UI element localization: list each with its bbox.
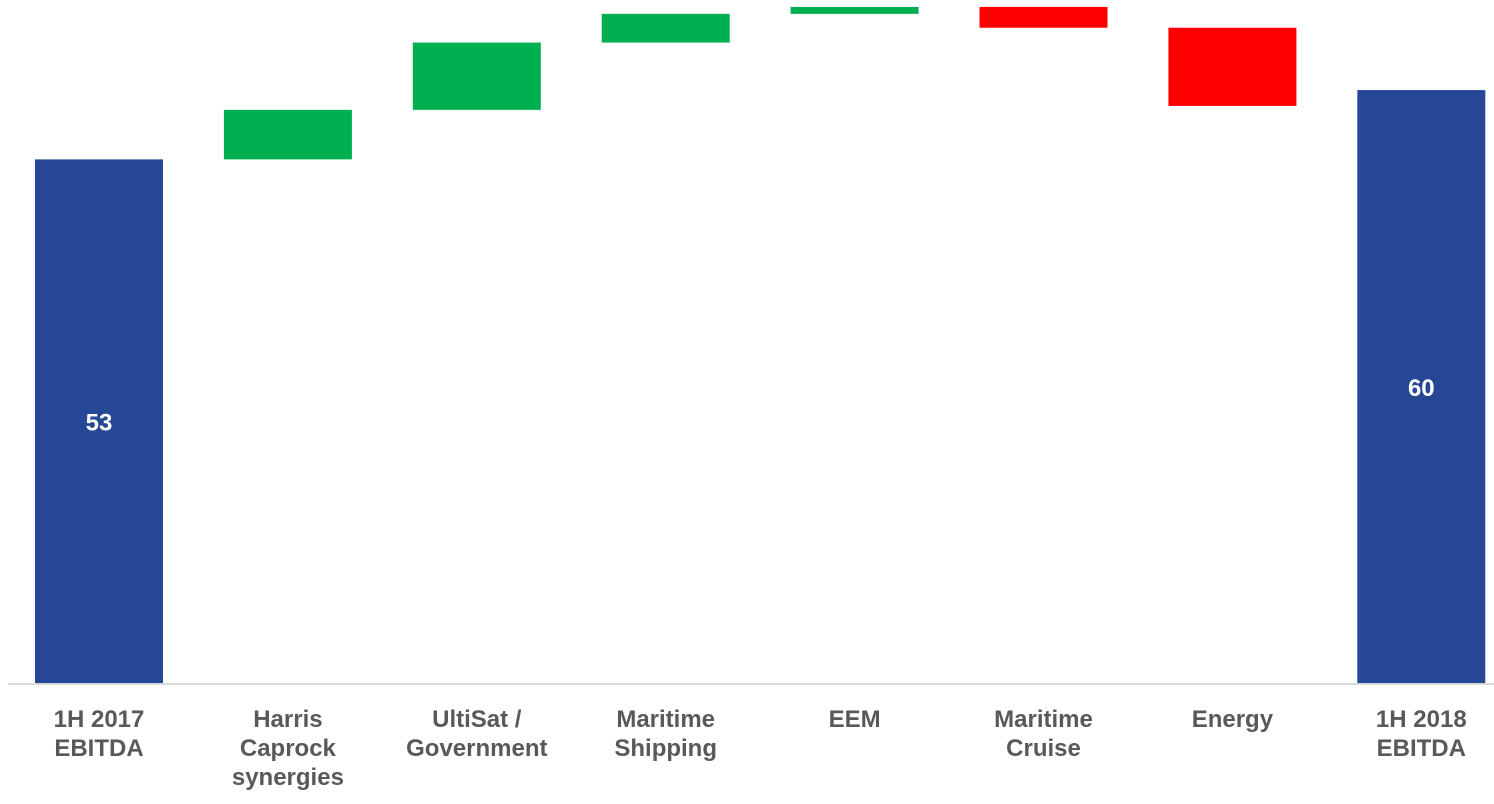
x-tick-label-7: Energy — [1142, 705, 1322, 734]
x-tick-label-4: Maritime Shipping — [576, 705, 756, 763]
x-tick-label-line: Cruise — [1006, 735, 1081, 762]
x-tick-label-line: Maritime — [616, 706, 716, 733]
x-tick-label-line: 1H 2018 — [1375, 706, 1467, 733]
x-tick-label-line: EEM — [828, 706, 881, 733]
bar-total-8 — [1357, 90, 1486, 684]
bar-increase-2 — [223, 109, 352, 160]
x-tick-label-line: Caprock — [239, 735, 336, 762]
x-tick-label-line: Maritime — [994, 706, 1093, 733]
x-tick-label-line: EBITDA — [1376, 735, 1466, 762]
x-tick-label-8: 1H 2018 EBITDA — [1331, 705, 1494, 763]
x-tick-label-line: Government — [406, 735, 548, 762]
bar-decrease-6 — [979, 6, 1108, 28]
x-tick-label-1: 1H 2017 EBITDA — [9, 705, 189, 763]
x-tick-label-line: Energy — [1191, 706, 1274, 733]
bar-decrease-7 — [1168, 27, 1297, 106]
bars-group — [35, 6, 1486, 684]
value-labels-group: 53 60 — [86, 375, 1435, 437]
bar-increase-4 — [601, 13, 730, 43]
x-tick-label-5: EEM — [765, 705, 945, 734]
bar-increase-3 — [412, 42, 541, 110]
data-label-1: 53 — [86, 410, 113, 437]
x-tick-label-line: Shipping — [614, 735, 718, 762]
x-tick-label-line: UltiSat / — [432, 706, 522, 733]
x-tick-label-line: Harris — [253, 706, 323, 733]
x-tick-label-line: synergies — [231, 764, 344, 791]
data-label-8: 60 — [1408, 375, 1435, 402]
bar-increase-5 — [790, 6, 919, 14]
x-tick-label-line: EBITDA — [54, 735, 144, 762]
bar-total-1 — [35, 159, 163, 684]
x-tick-label-line: 1H 2017 — [53, 706, 145, 733]
x-tick-label-6: Maritime Cruise — [954, 705, 1134, 763]
x-tick-label-3: UltiSat / Government — [387, 705, 567, 763]
x-tick-label-2: Harris Caprock synergies — [198, 705, 378, 792]
